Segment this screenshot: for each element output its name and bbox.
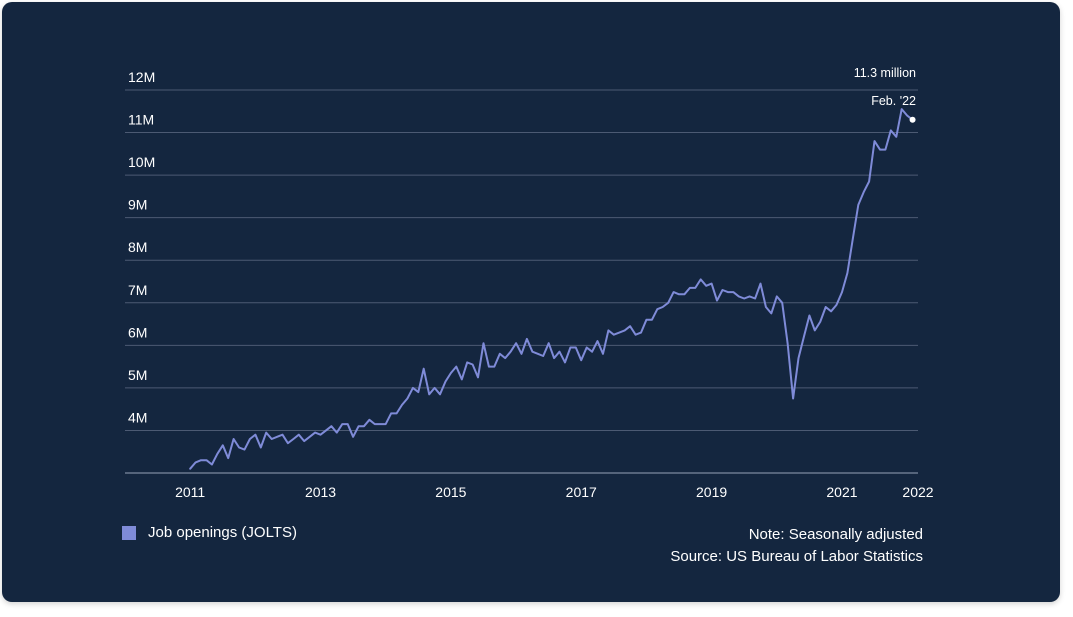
annotation-point xyxy=(909,116,916,123)
annotation-date-label: Feb. '22 xyxy=(871,94,916,108)
y-tick-8M: 8M xyxy=(128,239,147,255)
y-tick-10M: 10M xyxy=(128,154,155,170)
y-tick-6M: 6M xyxy=(128,324,147,340)
y-tick-12M: 12M xyxy=(128,69,155,85)
x-axis-ticks: 2011 2013 2015 2017 2019 2021 2022 xyxy=(175,484,934,500)
y-tick-11M: 11M xyxy=(128,112,154,128)
x-tick-2017: 2017 xyxy=(566,484,597,500)
chart-notes: Note: Seasonally adjusted Source: US Bur… xyxy=(670,524,923,568)
series-line-job-openings xyxy=(189,108,914,470)
annotation-layer: 11.3 million Feb. '22 xyxy=(854,66,916,123)
x-tick-2021: 2021 xyxy=(826,484,857,500)
legend-label: Job openings (JOLTS) xyxy=(148,524,297,541)
chart-card xyxy=(2,2,1060,602)
series-layer xyxy=(189,108,914,470)
grid-lines xyxy=(125,89,918,474)
y-tick-4M: 4M xyxy=(128,409,147,425)
legend-swatch xyxy=(122,525,136,540)
y-tick-9M: 9M xyxy=(128,197,147,213)
x-tick-2022: 2022 xyxy=(902,484,933,500)
note-source: Source: US Bureau of Labor Statistics xyxy=(670,548,923,565)
note-seasonal: Note: Seasonally adjusted xyxy=(748,526,923,543)
y-tick-7M: 7M xyxy=(128,282,147,298)
y-tick-5M: 5M xyxy=(128,367,147,383)
annotation-value-label: 11.3 million xyxy=(854,66,916,80)
y-axis-ticks: 4M 5M 6M 7M 8M 9M 10M 11M 12M xyxy=(128,69,155,425)
x-tick-2015: 2015 xyxy=(435,484,466,500)
x-tick-2013: 2013 xyxy=(305,484,336,500)
legend: Job openings (JOLTS) xyxy=(122,524,297,541)
x-tick-2019: 2019 xyxy=(696,484,727,500)
x-tick-2011: 2011 xyxy=(175,484,205,500)
